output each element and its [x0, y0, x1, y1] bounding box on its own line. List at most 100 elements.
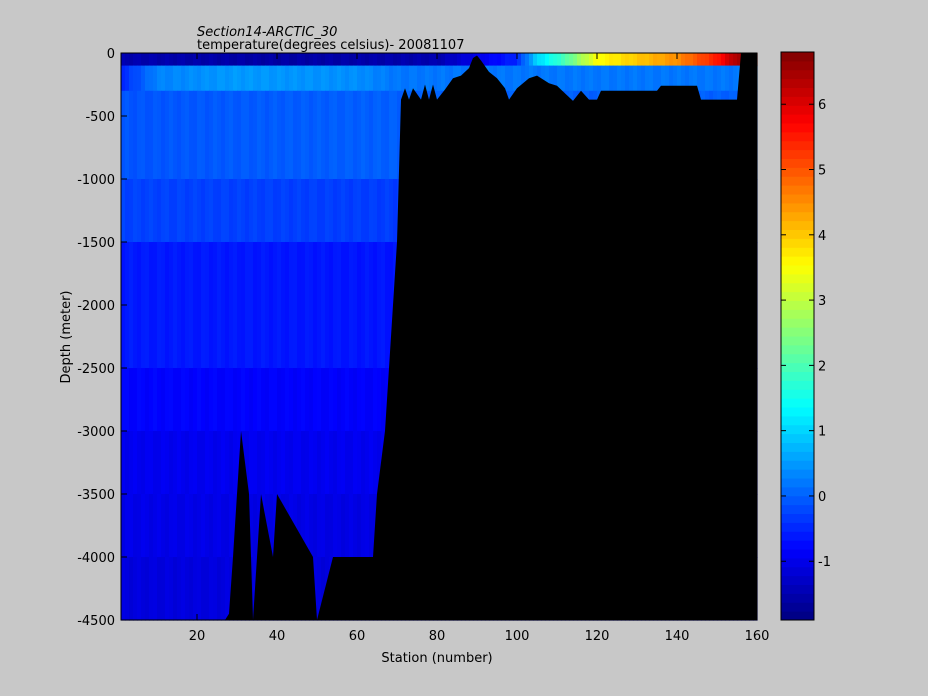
heatmap-cell	[357, 494, 362, 558]
heatmap-cell	[409, 53, 414, 67]
heatmap-cell	[693, 53, 698, 67]
heatmap-cell	[389, 53, 394, 67]
heatmap-cell	[349, 431, 354, 495]
heatmap-cell	[125, 368, 130, 432]
colorbar-swatch	[781, 291, 814, 302]
heatmap-cell	[269, 431, 274, 495]
heatmap-cell	[213, 557, 218, 621]
heatmap-cell	[241, 368, 246, 432]
heatmap-cell	[177, 368, 182, 432]
heatmap-cell	[373, 179, 378, 243]
heatmap-cell	[149, 368, 154, 432]
heatmap-cell	[301, 431, 306, 495]
heatmap-cell	[333, 242, 338, 369]
heatmap-cell	[317, 179, 322, 243]
heatmap-cell	[317, 431, 322, 495]
heatmap-cell	[129, 431, 134, 495]
heatmap-cell	[677, 53, 682, 67]
heatmap-cell	[201, 368, 206, 432]
heatmap-cell	[165, 557, 170, 621]
x-axis-label: Station (number)	[381, 651, 492, 666]
heatmap-cell	[193, 431, 198, 495]
heatmap-cell	[409, 65, 414, 92]
heatmap-cell	[405, 65, 410, 92]
heatmap-cell	[229, 431, 234, 495]
heatmap-cell	[465, 53, 470, 67]
heatmap-cell	[225, 242, 230, 369]
heatmap-cell	[377, 90, 382, 180]
heatmap-cell	[277, 179, 282, 243]
heatmap-cell	[309, 179, 314, 243]
heatmap-cell	[129, 65, 134, 92]
heatmap-cell	[193, 179, 198, 243]
x-tick-label: 160	[745, 629, 770, 644]
heatmap-cell	[305, 53, 310, 67]
heatmap-cell	[157, 494, 162, 558]
heatmap-cell	[129, 53, 134, 67]
heatmap-cell	[385, 90, 390, 180]
heatmap-cell	[353, 65, 358, 92]
heatmap-cell	[329, 179, 334, 243]
heatmap-cell	[125, 90, 130, 180]
heatmap-cell	[229, 368, 234, 432]
heatmap-cell	[325, 494, 330, 558]
heatmap-cell	[441, 53, 446, 67]
heatmap-cell	[217, 431, 222, 495]
heatmap-cell	[221, 179, 226, 243]
heatmap-cell	[557, 65, 562, 92]
plot-frame	[120, 52, 758, 621]
heatmap-cell	[317, 65, 322, 92]
heatmap-cell	[565, 65, 570, 92]
heatmap-cell	[649, 65, 654, 92]
heatmap-cell	[181, 53, 186, 67]
heatmap-cell	[233, 179, 238, 243]
heatmap-cell	[381, 368, 386, 432]
heatmap-cell	[505, 65, 510, 92]
heatmap-cell	[173, 431, 178, 495]
colorbar-swatch	[781, 167, 814, 177]
heatmap-cell	[257, 431, 262, 495]
colorbar-swatch	[781, 469, 814, 479]
heatmap-cell	[361, 179, 366, 243]
heatmap-cell	[129, 90, 134, 180]
heatmap-cell	[341, 53, 346, 67]
heatmap-cell	[493, 53, 498, 67]
heatmap-cell	[309, 65, 314, 92]
heatmap-cell	[261, 368, 266, 432]
heatmap-cell	[161, 90, 166, 180]
heatmap-cell	[425, 53, 430, 67]
heatmap-cell	[245, 242, 250, 369]
heatmap-cell	[213, 494, 218, 558]
heatmap-cell	[637, 53, 642, 67]
heatmap-cell	[305, 90, 310, 180]
colorbar-swatch	[781, 96, 814, 106]
colorbar-swatch	[781, 344, 814, 355]
chart-title: Section14-ARCTIC_30	[197, 25, 337, 40]
heatmap-cell	[121, 368, 126, 432]
heatmap-cell	[273, 90, 278, 180]
heatmap-cell	[221, 431, 226, 495]
y-tick-label: -4000	[77, 551, 115, 566]
heatmap-cell	[165, 431, 170, 495]
heatmap-cell	[361, 368, 366, 432]
heatmap-cell	[225, 65, 230, 92]
heatmap-cell	[281, 53, 286, 67]
heatmap-cell	[729, 53, 734, 67]
heatmap-cell	[149, 557, 154, 621]
heatmap-cell	[133, 557, 138, 621]
heatmap-cell	[721, 53, 726, 67]
colorbar-swatch	[781, 407, 814, 417]
heatmap-cell	[169, 557, 174, 621]
heatmap-cell	[189, 90, 194, 180]
heatmap-cell	[369, 494, 374, 558]
chart-subtitle: temperature(degrees celsius)- 20081107	[197, 38, 464, 53]
heatmap-cell	[489, 53, 494, 67]
heatmap-cell	[249, 431, 254, 495]
heatmap-cell	[289, 179, 294, 243]
heatmap-cell	[337, 242, 342, 369]
y-tick-label: -1000	[77, 173, 115, 188]
heatmap-cell	[285, 90, 290, 180]
colorbar-frame	[780, 51, 815, 621]
y-tick-label: -3500	[77, 488, 115, 503]
heatmap-cell	[201, 557, 206, 621]
